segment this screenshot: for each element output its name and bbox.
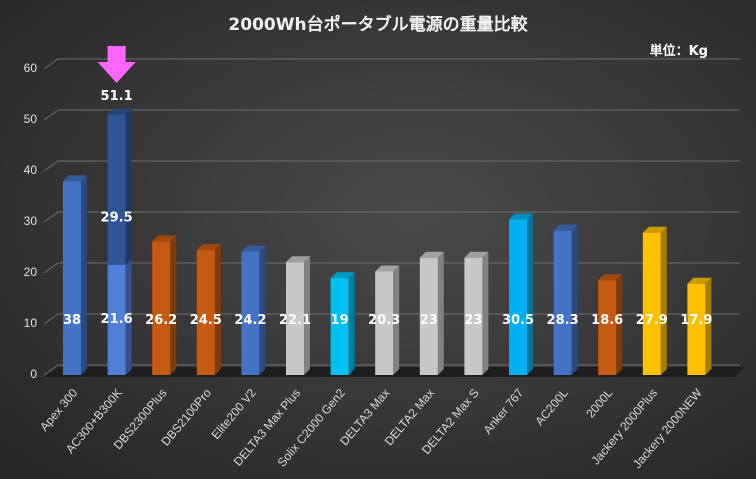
bar [509,213,533,375]
bar-front [419,257,438,375]
data-label: 30.5 [502,313,534,328]
bar-top [196,244,221,251]
y-tick-label: 50 [24,112,38,126]
bar-side [348,272,355,375]
data-label: 26.2 [145,313,177,328]
data-label: 18.6 [591,313,623,328]
bar-front [642,232,661,375]
bar [375,265,400,375]
bar-side [437,251,444,375]
y-tick-label: 60 [24,61,38,75]
gridline [43,160,740,172]
bar [330,272,355,375]
bar-top [330,272,355,279]
bar [464,251,489,375]
bar-top [241,245,266,252]
bar-stacked-segment [107,108,132,265]
bar-top [642,226,667,233]
data-label: 21.6 [101,312,133,327]
data-label: 27.9 [636,313,668,328]
y-tick-label: 40 [24,163,38,177]
bar [241,245,266,375]
bar-side [304,256,310,375]
bar-side [125,258,132,375]
stacked-data-label: 29.5 [101,210,133,225]
bar-side [125,108,132,265]
down-arrow-icon [97,46,136,83]
bar-front [286,262,304,375]
chart-title: 2000Wh台ポータブル電源の重量比較 [228,15,528,35]
gridline [43,109,740,121]
bar-front [241,251,260,375]
bar [642,226,667,375]
bar-side [616,274,623,375]
bar-top [286,256,310,263]
bar [286,256,310,375]
bar-top [464,251,489,258]
y-tick-label: 20 [24,265,38,279]
bar-side [170,235,177,375]
bar-side [259,245,266,375]
y-tick-label: 0 [30,367,37,381]
bar-top [107,108,132,115]
bar-top [687,277,712,284]
data-label: 17.9 [680,313,712,328]
bar-side [393,265,400,375]
bar-front [107,114,126,265]
bar-front [375,271,394,375]
bar-top [553,224,578,231]
bar-front [196,250,215,375]
y-tick-label: 30 [24,214,38,228]
bar-side [214,244,221,375]
bar-side [527,213,533,375]
data-label: 20.3 [368,313,400,328]
data-label: 23 [420,313,438,328]
bar-side [482,251,489,375]
bar-front [553,230,572,375]
bar [598,274,623,375]
bar-top [598,274,623,281]
data-label: 38 [63,313,81,328]
bar-front [464,257,483,375]
unit-label: 単位：Kg [649,44,708,59]
bar-top [419,251,444,258]
bar-front [330,278,349,375]
y-tick-label: 10 [24,316,38,330]
bar [63,175,87,375]
bar [196,244,221,375]
bar-side [571,224,578,375]
bar [553,224,578,375]
data-label: 24.2 [234,313,266,328]
gridline [43,211,740,223]
bar-top [375,265,400,272]
data-label: 24.5 [190,313,222,328]
bar-front [687,283,706,375]
bar-side [660,226,667,375]
gridline [43,58,740,70]
bar [152,235,177,375]
bar-front [63,181,81,375]
bar [687,277,712,375]
total-label: 51.1 [101,89,133,104]
bar-top [63,175,87,182]
bar-top [509,213,533,220]
data-label: 19 [331,313,349,328]
bar-top [152,235,177,242]
bar [419,251,444,375]
data-label: 22.1 [279,313,311,328]
data-label: 28.3 [547,313,579,328]
bar-side [81,175,87,375]
bar-front [598,280,617,375]
bar-side [705,277,712,375]
data-label: 23 [464,313,482,328]
bar-front [509,219,527,375]
bar-front [152,241,171,375]
bar-front [107,264,126,375]
